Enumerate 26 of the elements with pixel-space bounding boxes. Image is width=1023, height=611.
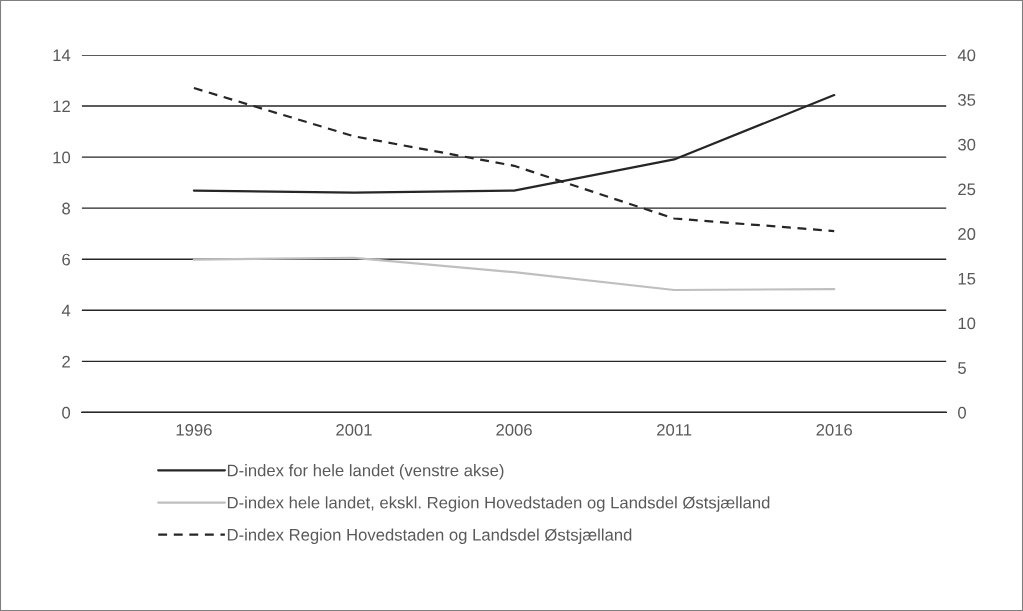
y-tick-label: 14 [53,49,71,62]
y2-tick-label: 40 [957,49,976,62]
legend-label: D-index Region Hovedstaden og Landsdel Østsjælland [227,528,632,545]
y-tick-label: 8 [62,202,70,215]
y-tick-label: 0 [62,406,71,419]
x-tick-label: 1996 [176,423,212,436]
y-tick-label: 4 [61,304,71,317]
y2-tick-label: 25 [958,183,976,196]
y2-tick-label: 30 [958,138,976,151]
x-tick-label: 2011 [657,423,692,436]
line-series [192,256,836,292]
x-tick-label: 2001 [336,423,372,436]
y2-tick-label: 0 [958,406,966,419]
x-tick-label: 2016 [816,423,853,436]
y2-tick-label: 5 [958,362,966,374]
y2-tick-label: 15 [958,272,976,285]
y2-tick-label: 20 [958,228,976,240]
legend-label: D-index hele landet, ekskl. Region Hovedstaden og Landsdel Østsjælland [227,496,770,512]
y-tick-label: 12 [53,100,70,113]
legend-label: D-index for hele landet (venstre akse) [227,464,504,480]
x-tick-label: 2006 [496,423,532,436]
y2-tick-label: 35 [958,94,976,106]
y2-tick-label: 10 [958,317,976,330]
y-tick-label: 6 [62,253,70,266]
y-tick-label: 2 [62,355,70,368]
y-tick-label: 10 [53,151,71,164]
